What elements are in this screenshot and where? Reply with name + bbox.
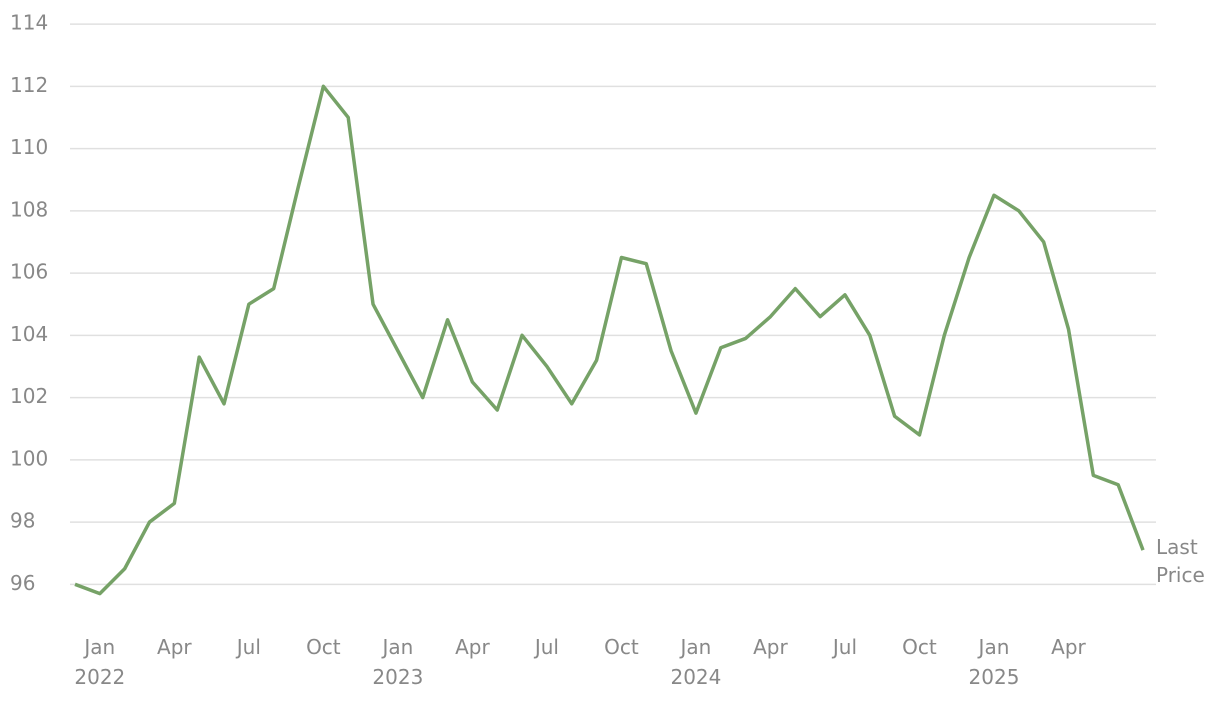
y-tick-label: 106 [10, 260, 48, 284]
x-tick-label: Apr [455, 635, 490, 659]
y-tick-label: 112 [10, 73, 48, 97]
y-tick-label: 96 [10, 571, 35, 595]
y-tick-label: 108 [10, 197, 48, 221]
annotation: Last Price [1156, 535, 1205, 587]
y-tick-label: 110 [10, 135, 48, 159]
y-tick-label: 100 [10, 446, 48, 470]
y-tick-label: 102 [10, 384, 48, 408]
x-tick-label: Jul [831, 635, 857, 659]
x-tick-label: Apr [753, 635, 788, 659]
y-tick-label: 98 [10, 509, 35, 533]
y-tick-label: 104 [10, 322, 48, 346]
x-tick-label: Jul [533, 635, 559, 659]
x-tick-label: Jan 2023 [372, 635, 423, 689]
x-tick-label: Oct [902, 635, 937, 659]
x-tick-label: Jan 2024 [670, 635, 721, 689]
x-tick-label: Jul [235, 635, 261, 659]
x-tick-label: Jan 2025 [969, 635, 1020, 689]
price-line [74, 84, 1145, 596]
x-tick-label: Apr [1051, 635, 1086, 659]
x-tick-label: Apr [157, 635, 192, 659]
y-tick-label: 114 [10, 11, 48, 35]
x-tick-label: Jan 2022 [74, 635, 125, 689]
x-tick-label: Oct [306, 635, 341, 659]
x-tick-label: Oct [604, 635, 639, 659]
